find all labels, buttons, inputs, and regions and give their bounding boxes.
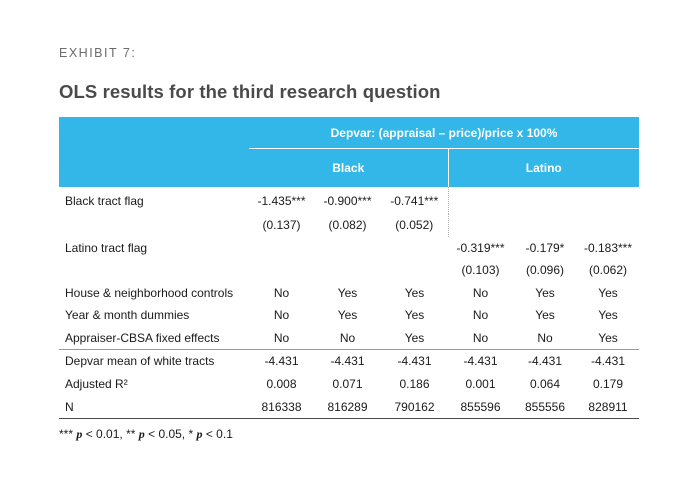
cell [314,259,381,282]
table-title: OLS results for the third research quest… [59,81,441,102]
header-row-depvar: Depvar: (appraisal – price)/price x 100% [59,117,639,149]
cell: -4.431 [249,348,314,373]
row-label: House & neighborhood controls [65,285,234,300]
cell: 855596 [448,395,513,419]
header-depvar: Depvar: (appraisal – price)/price x 100% [249,117,639,149]
row-black-se: (0.137) (0.082) (0.052) [59,214,639,237]
header-group-latino: Latino [448,148,639,187]
cell: (0.062) [588,263,628,278]
footnote-text: < 0.1 [205,427,233,441]
footnote-p: p [138,427,145,441]
header-group-black: Black [249,148,449,187]
cell: -1.435*** [257,193,306,208]
row-n: N 816338 816289 790162 855596 855556 828… [59,395,639,419]
cell: No [472,308,489,323]
row-label: Depvar mean of white tracts [59,348,249,373]
cell: Yes [337,285,358,300]
cell: (0.052) [381,214,449,237]
cell [381,259,448,282]
cell: -4.431 [448,348,513,373]
header-corner-2 [59,148,249,187]
row-adjusted-r2: Adjusted R² 0.008 0.071 0.186 0.001 0.06… [59,373,639,396]
footnote-text: < 0.05, * [148,427,194,441]
significance-footnote: *** p < 0.01, ** p < 0.05, * p < 0.1 [59,427,233,442]
header-corner [59,117,249,149]
cell: -0.319*** [456,240,505,255]
cell: No [273,285,290,300]
header-row-groups: Black Latino [59,148,639,187]
cell: 816338 [249,395,314,419]
cell: 855556 [513,395,577,419]
row-label: Adjusted R² [65,377,128,392]
cell: -4.431 [577,348,639,373]
results-table: Depvar: (appraisal – price)/price x 100%… [59,117,639,419]
cell: -0.900*** [323,193,372,208]
cell: (0.082) [328,218,367,233]
row-latino-se: (0.103) (0.096) (0.062) [59,259,639,282]
cell: Yes [404,308,425,323]
row-house-controls: House & neighborhood controls No Yes Yes… [59,282,639,305]
cell: 790162 [381,395,448,419]
cell [448,187,513,214]
cell [314,237,381,260]
row-label [59,214,249,237]
cell: 0.001 [465,377,496,392]
cell: (0.103) [461,263,500,278]
cell [448,214,513,237]
cell [513,214,577,237]
cell [381,237,448,260]
cell: No [537,330,553,345]
cell: 0.008 [266,377,297,392]
row-black-flag: Black tract flag -1.435*** -0.900*** -0.… [59,187,639,214]
cell: Yes [535,285,555,300]
cell: 0.064 [529,377,561,392]
cell [249,237,314,260]
cell: 0.186 [399,377,430,392]
cell: Yes [598,285,618,300]
cell: 828911 [577,395,639,419]
row-label [59,259,249,282]
cell: -0.179* [525,240,565,255]
cell: 816289 [314,395,381,419]
cell: Yes [598,308,618,323]
cell: Yes [337,308,358,323]
cell: Yes [598,330,618,345]
footnote-p: p [76,427,83,441]
cell: Yes [404,330,425,345]
row-label: Black tract flag [65,193,144,208]
cell: -0.741*** [381,187,449,214]
cell: Yes [535,308,555,323]
row-label: Latino tract flag [65,240,148,255]
cell: Yes [404,285,425,300]
cell: 0.179 [592,377,624,392]
footnote-p: p [196,427,203,441]
row-depvar-mean: Depvar mean of white tracts -4.431 -4.43… [59,348,639,373]
row-label: Appraiser-CBSA fixed effects [65,330,220,345]
cell [249,259,314,282]
exhibit-label: EXHIBIT 7: [59,46,137,60]
cell: (0.137) [262,218,301,233]
cell [577,214,639,237]
cell: -0.183*** [583,240,633,255]
cell: (0.096) [525,263,565,278]
cell [577,187,639,214]
cell: -4.431 [381,348,448,373]
row-year-month: Year & month dummies No Yes Yes No Yes Y… [59,304,639,327]
cell: No [472,330,489,345]
cell [513,187,577,214]
cell: -4.431 [314,348,381,373]
cell: No [472,285,489,300]
footnote-text: < 0.01, ** [85,427,136,441]
cell: No [273,330,290,345]
footnote-stars: *** [59,427,74,441]
row-label: N [59,395,249,419]
row-latino-flag: Latino tract flag -0.319*** -0.179* -0.1… [59,237,639,260]
row-label: Year & month dummies [65,308,190,323]
row-appraiser-fe: Appraiser-CBSA fixed effects No No Yes N… [59,327,639,350]
cell: No [273,308,290,323]
cell: No [339,330,356,345]
cell: 0.071 [332,377,363,392]
cell: -4.431 [513,348,577,373]
